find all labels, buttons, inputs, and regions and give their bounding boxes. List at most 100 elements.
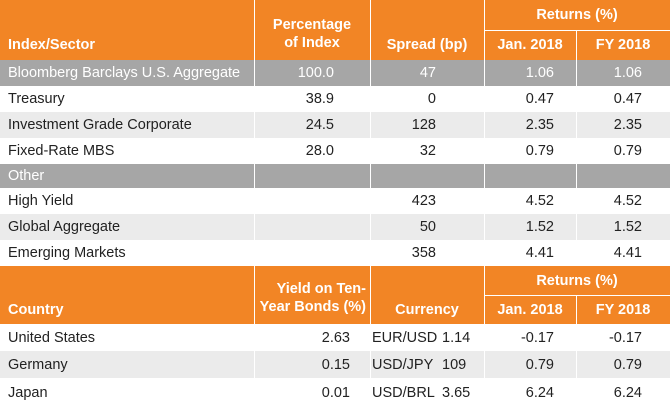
table-row: Japan 0.01 USD/BRL 3.65 6.24 6.24 — [0, 378, 670, 407]
row-country: United States — [8, 329, 96, 346]
row-jan: 0.47 — [525, 91, 554, 107]
row-jan: 1.52 — [525, 219, 554, 235]
row-pct: 24.5 — [305, 117, 334, 133]
row-fy: 0.47 — [613, 91, 642, 107]
table2-header: Country Yield on Ten- Year Bonds (%) Cur… — [0, 266, 670, 324]
divider — [254, 0, 255, 60]
row-spread: 358 — [411, 245, 436, 261]
row-fy: 0.79 — [613, 143, 642, 159]
table-row: Bloomberg Barclays U.S. Aggregate 100.0 … — [0, 60, 670, 86]
row-jan: 1.06 — [525, 65, 554, 81]
row-fy: -0.17 — [608, 329, 642, 346]
row-spread: 423 — [411, 193, 436, 209]
row-currency-rate: 1.14 — [442, 329, 471, 346]
table-row: Other — [0, 164, 670, 188]
divider — [576, 214, 577, 240]
header-yield-line1: Yield on Ten- — [276, 281, 366, 297]
row-currency-rate: 109 — [442, 356, 467, 373]
divider — [576, 351, 577, 378]
divider — [370, 60, 371, 86]
row-fy: 1.52 — [613, 219, 642, 235]
row-currency-pair: EUR/USD — [372, 329, 438, 346]
row-yield: 0.01 — [321, 384, 350, 401]
divider — [254, 351, 255, 378]
header-currency: Currency — [395, 301, 459, 318]
divider — [484, 60, 485, 86]
divider — [370, 0, 371, 60]
divider — [370, 214, 371, 240]
divider — [576, 164, 577, 188]
divider — [484, 295, 670, 296]
row-pct: 28.0 — [305, 143, 334, 159]
header-percentage-of-index: Percentage of Index — [254, 0, 370, 60]
row-currency-pair: USD/JPY — [372, 356, 434, 373]
divider — [576, 30, 577, 60]
row-yield: 0.15 — [321, 356, 350, 373]
header-pct-line2: of Index — [284, 35, 340, 51]
divider — [484, 351, 485, 378]
row-jan: 4.52 — [525, 193, 554, 209]
header-fy-2018-2: FY 2018 — [595, 301, 651, 318]
row-fy: 6.24 — [613, 384, 642, 401]
header-jan-2018-2: Jan. 2018 — [497, 301, 563, 318]
row-name: Investment Grade Corporate — [8, 117, 192, 133]
row-fy: 1.06 — [613, 65, 642, 81]
divider — [254, 214, 255, 240]
row-spread: 128 — [411, 117, 436, 133]
divider — [484, 30, 670, 31]
row-jan: -0.17 — [520, 329, 554, 346]
divider — [576, 60, 577, 86]
header-jan-2018: Jan. 2018 — [497, 37, 563, 53]
table-row: Germany 0.15 USD/JPY 109 0.79 0.79 — [0, 351, 670, 378]
row-country: Germany — [8, 356, 68, 373]
row-jan: 2.35 — [525, 117, 554, 133]
row-jan: 0.79 — [525, 143, 554, 159]
table-row: United States 2.63 EUR/USD 1.14 -0.17 -0… — [0, 324, 670, 351]
row-fy: 4.41 — [613, 245, 642, 261]
row-name: Emerging Markets — [8, 245, 126, 261]
table1-header: Index/Sector Percentage of Index Spread … — [0, 0, 670, 60]
header-returns-2: Returns (%) — [536, 272, 618, 289]
divider — [484, 214, 485, 240]
divider — [484, 112, 485, 138]
row-yield: 2.63 — [321, 329, 350, 346]
divider — [370, 164, 371, 188]
row-spread: 50 — [419, 219, 436, 235]
row-fy: 0.79 — [613, 356, 642, 373]
table-row: Investment Grade Corporate 24.5 128 2.35… — [0, 112, 670, 138]
header-spread: Spread (bp) — [386, 37, 468, 53]
row-spread: 0 — [427, 91, 436, 107]
divider — [370, 351, 371, 378]
row-country: Japan — [8, 384, 48, 401]
divider — [370, 112, 371, 138]
row-spread: 32 — [419, 143, 436, 159]
table-row: Global Aggregate 50 1.52 1.52 — [0, 214, 670, 240]
row-jan: 4.41 — [525, 245, 554, 261]
table-row: Emerging Markets 358 4.41 4.41 — [0, 240, 670, 266]
row-name: High Yield — [8, 193, 74, 209]
header-pct-line1: Percentage — [272, 17, 352, 33]
header-fy-2018: FY 2018 — [595, 37, 651, 53]
header-yield: Yield on Ten- Year Bonds (%) — [254, 266, 370, 324]
divider — [254, 164, 255, 188]
row-pct: 38.9 — [305, 91, 334, 107]
table-row: High Yield 423 4.52 4.52 — [0, 188, 670, 214]
row-fy: 2.35 — [613, 117, 642, 133]
row-name: Global Aggregate — [8, 219, 121, 235]
divider — [254, 112, 255, 138]
table-row: Treasury 38.9 0 0.47 0.47 — [0, 86, 670, 112]
row-jan: 6.24 — [525, 384, 554, 401]
row-jan: 0.79 — [525, 356, 554, 373]
header-yield-line2: Year Bonds (%) — [259, 299, 366, 315]
header-index-sector: Index/Sector — [8, 37, 96, 53]
table-row: Fixed-Rate MBS 28.0 32 0.79 0.79 — [0, 138, 670, 164]
divider — [254, 266, 255, 324]
row-currency-pair: USD/BRL — [372, 384, 435, 401]
row-name: Other — [8, 168, 45, 184]
divider — [370, 266, 371, 324]
divider — [576, 112, 577, 138]
row-name: Bloomberg Barclays U.S. Aggregate — [8, 65, 241, 81]
row-currency-rate: 3.65 — [442, 384, 471, 401]
divider — [254, 60, 255, 86]
row-pct: 100.0 — [297, 65, 334, 81]
